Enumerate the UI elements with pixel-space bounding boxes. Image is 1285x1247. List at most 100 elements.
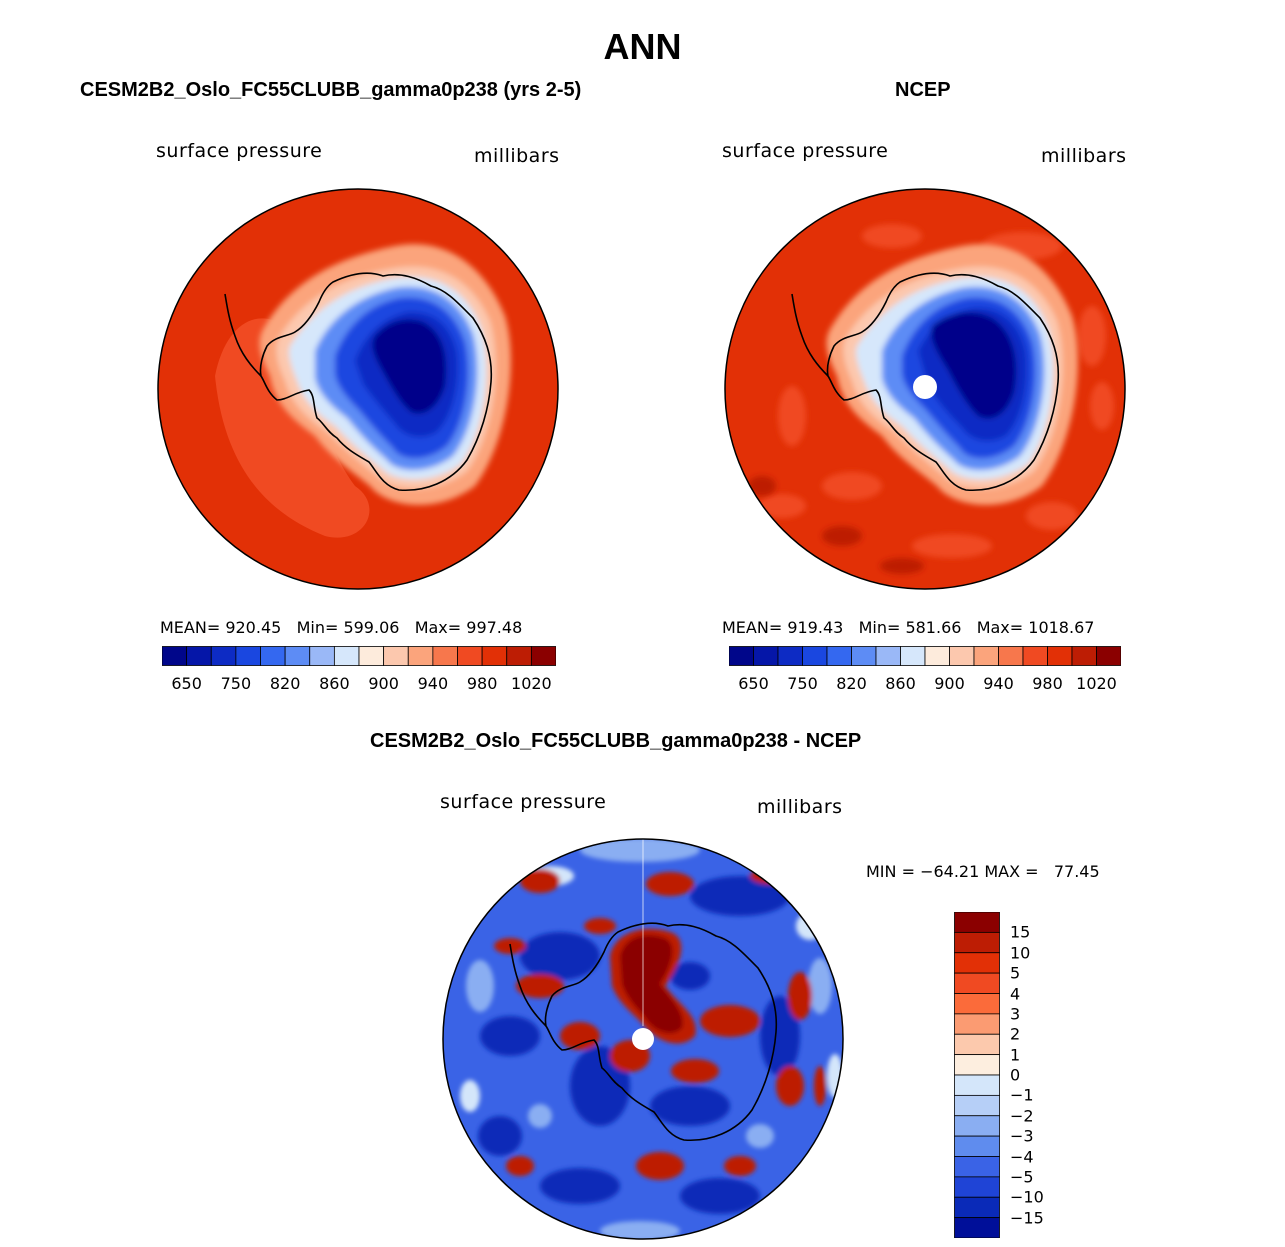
diff-colorbar-tick-label: −4 [1010, 1147, 1034, 1166]
obs-colorbar-tick-label: 980 [1032, 674, 1063, 693]
diff-colorbar-tick-label: −5 [1010, 1167, 1034, 1187]
model-colorbar-swatch [210, 646, 237, 666]
diff-colorbar-swatch [954, 993, 1000, 1015]
diff-colorbar-swatch [954, 931, 1000, 954]
panel-model-title: CESM2B2_Oslo_FC55CLUBB_gamma0p238 (yrs 2… [80, 79, 582, 101]
obs-colorbar-ticks: 650 750 820 860 900 940 980 1020 [729, 674, 1121, 696]
obs-colorbar-swatch [900, 646, 926, 666]
diff-colorbar-swatch [954, 1115, 1000, 1137]
panel-model-variable-label: surface pressure [156, 140, 323, 162]
model-peninsula-coastline [224, 293, 262, 377]
model-colorbar-swatch [407, 646, 434, 666]
obs-colorbar-swatch [1096, 646, 1121, 666]
model-colorbar-tick-label: 750 [220, 674, 252, 693]
diff-colorbar-ticks: 15 10 5 4 3 2 1 0 −1 −2 −3 −4 −5 −10 −15 [1010, 912, 1070, 1238]
model-colorbar-swatch [530, 646, 556, 666]
panel-obs-units-label: millibars [1041, 145, 1127, 167]
panel-diff-stats: MIN = −64.21 MAX = 77.45 [866, 862, 1100, 881]
diff-colorbar-swatch [954, 1196, 1000, 1219]
diff-colorbar-tick-label: −10 [1010, 1187, 1044, 1207]
obs-colorbar-tick-label: 750 [787, 674, 818, 693]
obs-colorbar-tick-label: 900 [934, 674, 965, 693]
diff-peninsula-coastline [509, 943, 547, 1027]
model-colorbar-swatch [309, 646, 335, 666]
obs-ice-sheet-deep [931, 312, 1017, 419]
obs-antarctica-coastline [826, 272, 1060, 492]
model-colorbar-swatch [260, 646, 286, 666]
diff-colorbar-tick-label: 0 [1010, 1065, 1021, 1085]
diff-antarctica-coastline [544, 922, 778, 1142]
diff-colorbar-tick-label: −1 [1010, 1085, 1034, 1105]
model-colorbar-tick-label: 650 [171, 674, 202, 693]
model-colorbar-swatch [383, 646, 409, 666]
obs-colorbar-swatch [753, 646, 779, 666]
diff-colorbar-swatch [954, 912, 1000, 933]
model-colorbar-tick-label: 860 [319, 674, 350, 693]
panel-diff-title: CESM2B2_Oslo_FC55CLUBB_gamma0p238 - NCEP [370, 730, 862, 752]
diff-colorbar-swatch [954, 1217, 1000, 1238]
panel-obs-title: NCEP [895, 79, 951, 101]
model-colorbar-tick-label: 820 [269, 674, 301, 693]
panel-obs-stats: MEAN= 919.43 Min= 581.66 Max= 1018.67 [722, 618, 1095, 637]
obs-colorbar-tick-label: 820 [836, 674, 867, 693]
diff-colorbar-tick-label: 1 [1010, 1045, 1021, 1065]
diff-colorbar-swatch [954, 972, 1000, 994]
diff-colorbar-tick-label: −2 [1010, 1106, 1034, 1126]
panel-obs-variable-label: surface pressure [722, 140, 889, 162]
obs-colorbar-swatch [802, 646, 828, 666]
obs-pole-hole [913, 375, 937, 399]
obs-colorbar-swatch [1022, 646, 1048, 666]
obs-colorbar-tick-label: 940 [983, 674, 1014, 693]
model-colorbar [162, 646, 556, 666]
model-antarctica-coastline [259, 272, 493, 492]
diff-colorbar-tick-label: −3 [1010, 1126, 1034, 1146]
obs-colorbar-swatch [998, 646, 1024, 666]
obs-colorbar-tick-label: 1020 [1076, 674, 1117, 693]
diff-colorbar-swatch [954, 1013, 1000, 1035]
model-colorbar-tick-label: 980 [466, 674, 498, 693]
panel-model-stats: MEAN= 920.45 Min= 599.06 Max= 997.48 [160, 618, 523, 637]
obs-colorbar-tick-label: 860 [885, 674, 916, 693]
diff-colorbar-swatch [954, 1054, 1000, 1076]
model-colorbar-swatch [432, 646, 458, 666]
obs-colorbar-swatch [973, 646, 999, 666]
diff-colorbar-swatch [954, 1135, 1000, 1157]
model-colorbar-swatch [481, 646, 508, 666]
diff-strong-positive-core [620, 935, 683, 1034]
obs-colorbar [729, 646, 1121, 666]
diff-colorbar-tick-label: 10 [1010, 943, 1031, 963]
diff-pole-hole [632, 1028, 654, 1050]
obs-colorbar-swatch [924, 646, 950, 666]
panel-diff-units-label: millibars [757, 796, 843, 818]
model-colorbar-swatch [457, 646, 483, 666]
obs-colorbar-swatch [949, 646, 975, 666]
diff-colorbar-swatch [954, 1094, 1000, 1117]
model-ice-sheet-deep [372, 319, 447, 414]
model-colorbar-tick-label: 940 [417, 674, 449, 693]
diff-colorbar-swatch [954, 1033, 1000, 1056]
diff-colorbar-tick-label: 4 [1010, 984, 1021, 1003]
diff-colorbar-tick-label: 5 [1010, 963, 1021, 983]
obs-colorbar-swatch [875, 646, 901, 666]
panel-diff-variable-label: surface pressure [440, 791, 607, 813]
diff-colorbar-swatch [954, 1156, 1000, 1178]
model-colorbar-swatch [284, 646, 311, 666]
model-colorbar-tick-label: 1020 [511, 674, 552, 693]
model-colorbar-swatch [333, 646, 360, 666]
obs-colorbar-swatch [1047, 646, 1073, 666]
obs-map-boundary [724, 188, 1126, 590]
diff-colorbar-tick-label: 2 [1010, 1024, 1021, 1044]
model-colorbar-tick-label: 900 [368, 674, 399, 693]
panel-model-units-label: millibars [474, 145, 560, 167]
obs-colorbar-swatch [1071, 646, 1097, 666]
model-polar-map [157, 188, 559, 590]
diff-colorbar-swatch [954, 1074, 1000, 1096]
diff-colorbar-tick-label: −15 [1010, 1208, 1044, 1228]
model-colorbar-swatch [186, 646, 212, 666]
diff-polar-map [442, 838, 844, 1240]
diff-colorbar-swatch [954, 1176, 1000, 1198]
diff-map-boundary [442, 838, 844, 1240]
obs-colorbar-swatch [826, 646, 852, 666]
obs-dark-red-patches [748, 476, 924, 574]
obs-colorbar-swatch [851, 646, 877, 666]
